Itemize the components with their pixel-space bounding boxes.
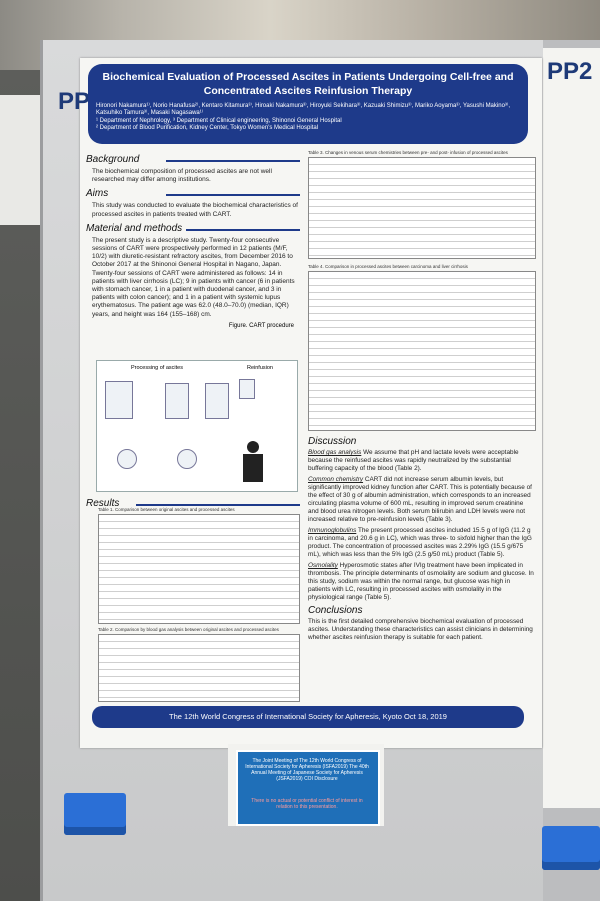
- common-chemistry-subheading: Common chemistry: [308, 476, 364, 483]
- poster-header: [88, 64, 528, 144]
- coi-panel: [236, 750, 380, 826]
- handout-tray-right: [542, 826, 600, 870]
- affiliation-2: ² Department of Blood Purification, Kidn…: [96, 125, 319, 132]
- results-section: Results: [86, 494, 300, 512]
- right-column: Discussion Blood gas analysis We assume …: [308, 436, 534, 645]
- heading-rule: [136, 504, 300, 506]
- discussion-blood-gas: Blood gas analysis We assume that pH and…: [308, 449, 534, 473]
- methods-text: The present study is a descriptive study…: [92, 236, 295, 318]
- concentrator-icon: [205, 383, 229, 419]
- table-4: [308, 271, 536, 431]
- heading-rule: [186, 228, 300, 231]
- heading-rule: [166, 160, 300, 162]
- discussion-heading: Discussion: [308, 436, 357, 447]
- figure-caption: Figure. CART procedure: [228, 322, 294, 329]
- patient-head-icon: [247, 441, 259, 453]
- osmolality-text: Hyperosmotic states after IVIg treatment…: [308, 562, 534, 601]
- table-1: [98, 514, 300, 624]
- common-chemistry-text: CART did not increase serum albumin leve…: [308, 476, 532, 523]
- figure-label-processing: Processing of ascites: [131, 365, 183, 371]
- discussion-osmolality: Osmolality Hyperosmotic states after IVI…: [308, 562, 534, 602]
- table-2-title: Table 2. Comparison by blood gas analysi…: [98, 627, 279, 632]
- discussion-common-chemistry: Common chemistry CART did not increase s…: [308, 476, 534, 524]
- immunoglobulins-text: The present processed ascites included 1…: [308, 527, 532, 558]
- osmolality-subheading: Osmolality: [308, 562, 338, 569]
- poster-number-left: PP: [58, 88, 91, 115]
- adjacent-poster-right-number: PP2: [547, 58, 593, 85]
- poster-title: Biochemical Evaluation of Processed Asci…: [102, 71, 514, 97]
- table-4-title: Table 4. Comparison in processed ascites…: [308, 264, 468, 269]
- pump-icon: [117, 449, 137, 469]
- figure-label-reinfusion: Reinfusion: [247, 365, 273, 371]
- conclusions-heading: Conclusions: [308, 605, 363, 616]
- table-2: [98, 634, 300, 702]
- table-3: [308, 157, 536, 259]
- results-heading: Results: [86, 498, 120, 509]
- blood-gas-text: We assume that pH and lactate levels wer…: [308, 449, 519, 472]
- coi-text: The Joint Meeting of The 12th World Cong…: [245, 758, 369, 782]
- affiliation-1: ¹ Department of Nephrology, ³ Department…: [96, 117, 342, 124]
- conclusions-text: This is the first detailed comprehensive…: [308, 618, 533, 641]
- heading-rule: [166, 194, 300, 197]
- immunoglobulins-subheading: Immunoglobulins: [308, 527, 357, 534]
- author-list: Hironori Nakamura¹⁾, Norio Hanafusa²⁾, K…: [96, 103, 511, 117]
- discussion-immunoglobulins: Immunoglobulins The present processed as…: [308, 527, 534, 559]
- handout-tray-left: [64, 793, 126, 835]
- poster-footer: The 12th World Congress of International…: [92, 706, 524, 728]
- methods-heading: Material and methods: [86, 222, 183, 234]
- pump-icon: [177, 449, 197, 469]
- blood-gas-subheading: Blood gas analysis: [308, 449, 362, 456]
- reinfusion-bag-icon: [239, 379, 255, 399]
- left-column: Background The biochemical composition o…: [86, 150, 300, 329]
- patient-body-icon: [243, 454, 263, 482]
- table-1-title: Table 1. Comparison between original asc…: [98, 507, 235, 512]
- adjacent-poster-right: [543, 48, 600, 808]
- table-3-title: Table 3. Changes in venous serum chemist…: [308, 150, 508, 155]
- aims-heading: Aims: [86, 188, 109, 200]
- cart-procedure-figure: Processing of ascites Reinfusion: [96, 360, 298, 492]
- aims-text: This study was conducted to evaluate the…: [92, 202, 298, 218]
- background-heading: Background: [86, 154, 140, 165]
- ascites-bag-icon: [105, 381, 133, 419]
- poster-authors: Hironori Nakamura¹⁾, Norio Hanafusa²⁾, K…: [96, 103, 520, 133]
- filter-icon: [165, 383, 189, 419]
- coi-statement: There is no actual or potential conflict…: [251, 798, 363, 810]
- background-text: The biochemical composition of processed…: [92, 168, 272, 184]
